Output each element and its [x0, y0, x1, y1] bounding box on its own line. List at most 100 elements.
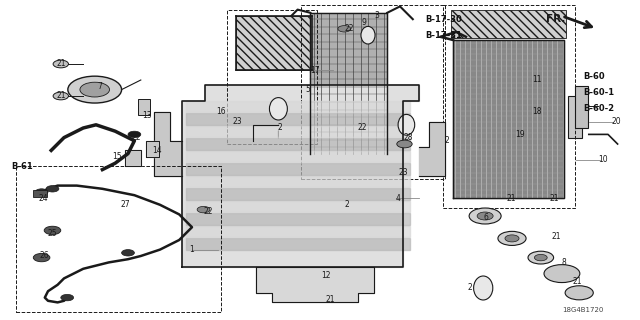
Polygon shape — [186, 201, 410, 212]
Text: 3: 3 — [374, 12, 380, 20]
Circle shape — [33, 253, 50, 262]
Bar — [568, 96, 582, 138]
Text: 21: 21 — [552, 232, 561, 241]
Text: 2: 2 — [467, 284, 472, 292]
Circle shape — [46, 186, 59, 192]
Text: 11: 11 — [532, 76, 542, 84]
Circle shape — [397, 140, 412, 148]
Text: 6: 6 — [483, 213, 488, 222]
Bar — [16, 166, 221, 312]
Text: 18: 18 — [532, 108, 542, 116]
Bar — [33, 190, 47, 197]
Text: 14: 14 — [152, 146, 162, 155]
Text: 21: 21 — [549, 194, 559, 203]
Circle shape — [469, 208, 501, 224]
Text: 15: 15 — [112, 152, 122, 161]
Text: B-17-31: B-17-31 — [426, 31, 463, 40]
Bar — [443, 5, 575, 208]
Circle shape — [197, 206, 210, 213]
Text: 2: 2 — [445, 136, 449, 145]
Text: 21: 21 — [56, 92, 66, 100]
Polygon shape — [186, 188, 410, 200]
Polygon shape — [186, 151, 410, 162]
Text: 18G4B1720: 18G4B1720 — [562, 307, 604, 313]
Text: 2: 2 — [277, 124, 282, 132]
Circle shape — [565, 286, 593, 300]
Text: 28: 28 — [403, 133, 413, 142]
Polygon shape — [453, 40, 564, 198]
Circle shape — [544, 265, 580, 283]
Circle shape — [498, 231, 526, 245]
Text: 8: 8 — [562, 258, 566, 267]
Circle shape — [53, 92, 68, 100]
Text: B-17-30: B-17-30 — [426, 15, 462, 24]
Polygon shape — [186, 176, 410, 187]
Bar — [575, 86, 588, 128]
Bar — [236, 16, 312, 70]
Polygon shape — [186, 126, 410, 137]
Text: 25: 25 — [48, 229, 58, 238]
Ellipse shape — [361, 26, 375, 44]
Polygon shape — [310, 13, 387, 154]
Polygon shape — [256, 267, 374, 302]
Ellipse shape — [398, 114, 415, 135]
Text: 21: 21 — [507, 194, 516, 203]
Circle shape — [528, 251, 554, 264]
Text: 20: 20 — [611, 117, 621, 126]
Text: 23: 23 — [398, 168, 408, 177]
Circle shape — [338, 26, 351, 32]
Text: B-61: B-61 — [12, 162, 33, 171]
Circle shape — [44, 226, 61, 235]
Circle shape — [35, 189, 48, 195]
Polygon shape — [186, 163, 410, 174]
Polygon shape — [186, 213, 410, 225]
Text: 5: 5 — [305, 85, 310, 94]
Circle shape — [122, 250, 134, 256]
Text: 17: 17 — [310, 66, 320, 75]
Polygon shape — [154, 112, 182, 176]
Text: 21: 21 — [56, 60, 66, 68]
Text: 12: 12 — [321, 271, 331, 280]
Text: 22: 22 — [344, 24, 354, 33]
Polygon shape — [186, 138, 410, 149]
Bar — [227, 10, 317, 144]
Text: B-60: B-60 — [584, 72, 605, 81]
Circle shape — [534, 254, 547, 261]
Polygon shape — [186, 226, 410, 237]
Text: 22: 22 — [131, 133, 141, 142]
Text: 24: 24 — [38, 194, 48, 203]
Text: 26: 26 — [40, 252, 49, 260]
Text: 19: 19 — [515, 130, 525, 139]
Bar — [451, 10, 566, 38]
Polygon shape — [182, 85, 419, 267]
Text: 10: 10 — [598, 156, 608, 164]
Text: B-60-1: B-60-1 — [584, 88, 615, 97]
Circle shape — [477, 212, 493, 220]
Polygon shape — [125, 150, 141, 166]
Text: 16: 16 — [216, 108, 226, 116]
Circle shape — [61, 294, 74, 301]
Text: 22: 22 — [204, 207, 213, 216]
Polygon shape — [146, 141, 159, 157]
Text: 23: 23 — [232, 117, 242, 126]
Circle shape — [505, 235, 519, 242]
Text: 22: 22 — [357, 124, 367, 132]
Circle shape — [53, 60, 68, 68]
Text: 13: 13 — [142, 111, 152, 120]
Circle shape — [128, 131, 141, 138]
Polygon shape — [186, 238, 410, 250]
Text: 27: 27 — [120, 200, 130, 209]
Polygon shape — [186, 113, 410, 124]
Circle shape — [68, 76, 122, 103]
Text: 21: 21 — [573, 277, 582, 286]
Polygon shape — [186, 101, 410, 112]
Text: 7: 7 — [97, 82, 102, 91]
Ellipse shape — [269, 98, 287, 120]
Circle shape — [80, 82, 109, 97]
Polygon shape — [419, 122, 445, 176]
Bar — [301, 5, 445, 179]
Text: 1: 1 — [189, 245, 193, 254]
Text: B-60-2: B-60-2 — [584, 104, 615, 113]
Text: 21: 21 — [325, 295, 335, 304]
Text: 2: 2 — [344, 200, 349, 209]
